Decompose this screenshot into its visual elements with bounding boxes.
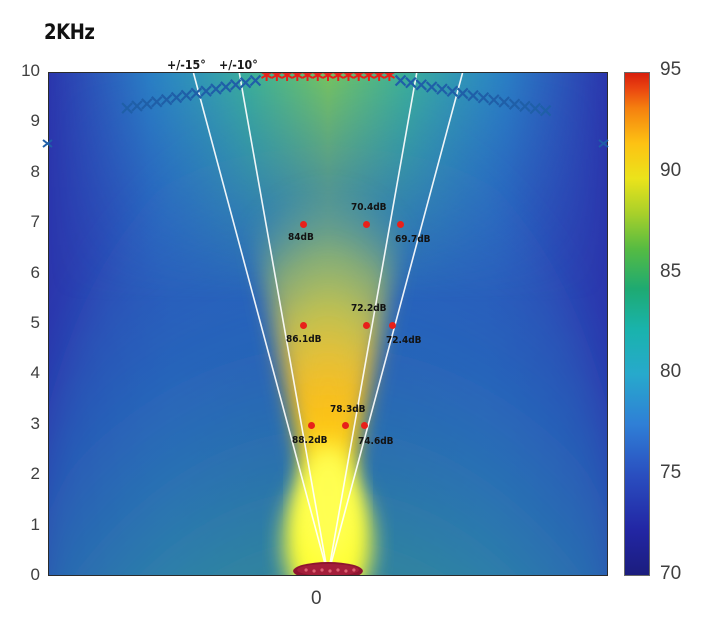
y-axis-tick-3: 3 xyxy=(30,413,40,433)
measurement-label: 70.4dB xyxy=(350,202,387,214)
measurement-label: 88.2dB xyxy=(292,434,328,446)
blue-x-icon xyxy=(415,79,428,91)
blue-x-icon xyxy=(200,85,212,97)
y-axis-tick-5: 5 xyxy=(30,313,40,332)
y-axis-tick-4: 4 xyxy=(30,363,40,383)
blue-x-icon xyxy=(210,83,222,95)
blue-x-icon xyxy=(456,87,469,100)
red-star-icon xyxy=(301,73,314,81)
blue-x-icon xyxy=(488,94,500,106)
y-axis-tick-9: 9 xyxy=(30,111,40,131)
blue-x-icon xyxy=(436,83,448,95)
measurement-label: 69.7dB xyxy=(394,234,431,246)
measurement-label: 72.4dB xyxy=(386,335,422,346)
y-axis-tick-7: 7 xyxy=(30,212,40,232)
colorbar-tick-70: 70 xyxy=(660,563,682,584)
blue-x-icon xyxy=(446,85,459,98)
blue-x-icon xyxy=(249,74,262,87)
colorbar-tick-95: 95 xyxy=(660,59,682,80)
blue-x-icon xyxy=(467,89,479,102)
y-axis-tick-0: 0 xyxy=(30,565,40,584)
red-star-icon xyxy=(363,73,375,81)
red-star-icon xyxy=(260,73,273,81)
measurement-dot xyxy=(360,422,368,430)
left-edge-x-icon xyxy=(42,139,53,148)
measurement-label: 86.1dB xyxy=(285,334,322,345)
measurement-label: 78.3dB xyxy=(329,403,366,415)
blue-x-icon xyxy=(394,74,407,87)
measurement-dot xyxy=(363,220,371,228)
blue-x-icon xyxy=(229,79,242,91)
red-star-icon xyxy=(281,73,293,81)
red-star-icon xyxy=(271,73,283,81)
measurement-dot xyxy=(388,321,396,329)
measurement-dot xyxy=(342,422,350,430)
blue-x-icon xyxy=(405,76,417,89)
colorbar-tick-75: 75 xyxy=(660,462,682,484)
blue-x-icon xyxy=(220,81,232,93)
blue-x-icon xyxy=(150,96,163,108)
measurement-dot xyxy=(300,321,308,329)
blue-x-icon xyxy=(131,100,143,112)
blue-x-icon xyxy=(121,102,133,114)
red-star-icon xyxy=(383,73,396,81)
blue-x-icon xyxy=(519,100,531,113)
red-star-icon xyxy=(332,73,344,81)
red-star-icon xyxy=(373,73,385,81)
y-axis-tick-6: 6 xyxy=(30,262,40,282)
measurement-label: 72.2dB xyxy=(350,303,387,314)
right-edge-x-icon xyxy=(598,139,609,148)
measurement-label: 84dB xyxy=(287,232,314,244)
y-axis-tick-2: 2 xyxy=(30,464,40,484)
blue-x-icon xyxy=(425,81,438,93)
y-axis-tick-8: 8 xyxy=(30,161,40,181)
red-star-icon xyxy=(291,73,303,81)
page-title: 2KHz xyxy=(44,20,95,44)
measurement-label: 74.6dB xyxy=(358,435,394,447)
blue-x-icon xyxy=(160,93,173,106)
x-axis-tick-0: 0 xyxy=(311,588,322,609)
blue-x-icon xyxy=(477,91,490,104)
blue-x-icon xyxy=(508,98,521,110)
blue-x-icon xyxy=(498,96,510,108)
y-axis-tick-1: 1 xyxy=(30,514,40,534)
measurement-dot xyxy=(307,422,315,430)
source-array xyxy=(293,562,363,575)
measurement-dot xyxy=(363,321,371,329)
red-star-icon xyxy=(342,73,355,81)
blue-x-icon xyxy=(529,102,542,115)
angle-label-0: +/-15° xyxy=(167,58,206,72)
red-star-icon xyxy=(353,73,365,81)
blue-x-icon xyxy=(539,104,552,117)
blue-x-icon xyxy=(180,89,193,102)
blue-x-icon xyxy=(190,87,202,100)
colorbar-tick-90: 90 xyxy=(660,159,682,181)
angle-label-1: +/-10° xyxy=(219,58,258,72)
y-axis-tick-10: 10 xyxy=(21,61,40,80)
colorbar-tick-80: 80 xyxy=(660,361,682,383)
blue-x-markers xyxy=(121,74,552,117)
heatmap-plot-area: 84dB 70.4dB 69.7dB 86.1dB 72.2dB 72.4dB 88.2dB… xyxy=(48,72,608,576)
blue-x-icon xyxy=(141,98,153,110)
colorbar-tick-85: 85 xyxy=(660,260,682,282)
spl-field xyxy=(49,73,607,575)
blue-x-icon xyxy=(239,76,252,89)
colorbar xyxy=(624,72,650,576)
measurement-dot xyxy=(397,220,405,228)
red-star-icon xyxy=(312,73,324,81)
red-star-icon xyxy=(322,73,334,81)
blue-x-icon xyxy=(170,91,183,104)
measurement-dot xyxy=(300,220,308,228)
red-star-markers xyxy=(260,73,396,81)
